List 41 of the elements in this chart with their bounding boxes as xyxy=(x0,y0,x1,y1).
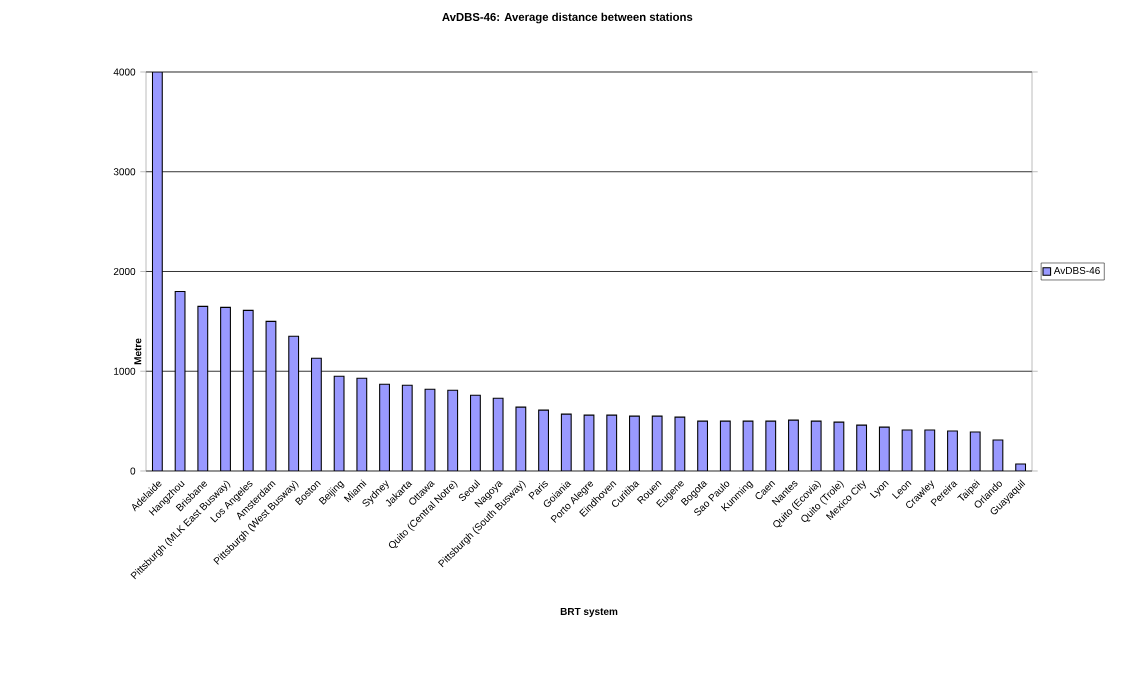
bar xyxy=(765,420,777,471)
y-tick-label: 2000 xyxy=(113,267,136,276)
bar xyxy=(674,416,686,471)
bar xyxy=(492,397,504,471)
bar xyxy=(469,394,481,471)
bar xyxy=(515,406,527,471)
bar xyxy=(424,388,436,471)
bar xyxy=(833,421,845,471)
bar xyxy=(583,414,595,471)
bar xyxy=(901,429,913,471)
bar xyxy=(969,431,981,471)
bar xyxy=(742,420,754,471)
bar xyxy=(651,415,663,471)
y-axis-title: Metre xyxy=(134,338,142,365)
bar xyxy=(560,413,572,471)
x-axis-title: BRT system xyxy=(560,608,618,617)
bar xyxy=(606,414,618,471)
bar xyxy=(947,430,958,471)
y-tick-label: 0 xyxy=(130,467,136,475)
bar xyxy=(697,420,709,471)
y-tick-label: 3000 xyxy=(113,168,136,176)
y-tick-label: 1000 xyxy=(114,367,136,375)
y-tick-label: 4000 xyxy=(113,68,136,76)
chart-title: AvDBS-46: Average distance between stations xyxy=(442,12,693,24)
bar xyxy=(447,389,459,471)
legend-label: AvDBS-46 xyxy=(1053,266,1100,275)
bar xyxy=(333,375,345,471)
bar xyxy=(538,409,549,471)
bar xyxy=(629,415,640,471)
bar xyxy=(924,429,936,471)
x-tick-label: Lyon xyxy=(869,481,889,499)
bar xyxy=(401,384,413,471)
bar xyxy=(1015,463,1027,471)
bar xyxy=(379,383,390,471)
bar xyxy=(878,426,890,471)
bar xyxy=(992,439,1004,471)
bar xyxy=(356,377,368,471)
bar xyxy=(788,419,799,471)
bar xyxy=(719,420,731,471)
bar xyxy=(856,424,868,471)
bar xyxy=(810,420,822,471)
